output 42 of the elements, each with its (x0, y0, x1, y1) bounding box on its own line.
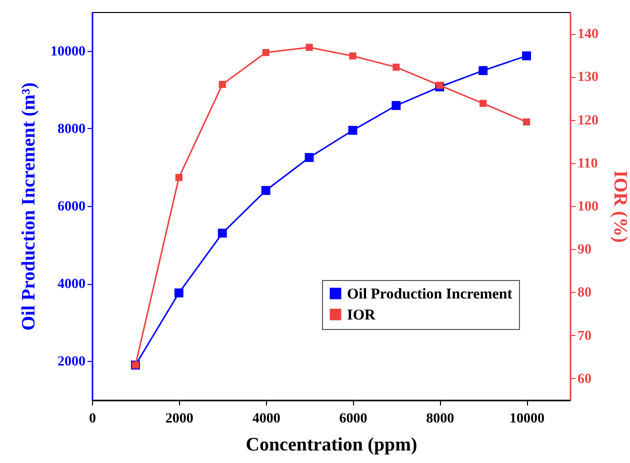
point (392, 101, 401, 110)
x-tick-label: 2000 (165, 412, 194, 426)
point (306, 44, 313, 51)
point (436, 82, 444, 89)
y2-axis-title: IOR (%) (610, 170, 630, 243)
y2-tick-label: 90 (578, 242, 592, 258)
y-tick-label: 10000 (50, 44, 86, 60)
point (304, 153, 314, 162)
y-tick-label: 8000 (58, 122, 86, 137)
point (478, 66, 488, 76)
x-tick-label: 10000 (510, 412, 545, 426)
y2-tick-label: 60 (578, 372, 592, 387)
legend-label: Oil Production Increment (347, 286, 512, 302)
y2-tick-label: 140 (578, 27, 598, 42)
y2-tick-label: 110 (578, 156, 598, 172)
x-axis-title: Concentration (ppm) (246, 434, 418, 456)
point (174, 288, 184, 298)
y-tick-label: 6000 (58, 200, 86, 214)
point (218, 228, 227, 238)
point (522, 51, 532, 60)
x-tick-label: 8000 (426, 412, 454, 426)
point (218, 80, 226, 88)
point (262, 48, 270, 56)
y-tick-label: 2000 (58, 354, 86, 370)
point (349, 52, 356, 60)
legend-label: IOR (347, 308, 376, 324)
y-tick-label: 4000 (58, 277, 86, 292)
y-axis-title: Oil Production Increment (m³) (18, 82, 40, 331)
point (392, 64, 400, 71)
x-tick-label: 4000 (252, 412, 280, 426)
point (175, 174, 182, 182)
point (480, 100, 487, 107)
y2-tick-label: 80 (578, 286, 592, 301)
x-tick-label: 0 (89, 412, 96, 426)
point (348, 126, 358, 135)
x-tick-label: 6000 (339, 412, 368, 426)
point (523, 118, 530, 126)
y2-tick-label: 70 (578, 328, 592, 344)
y2-tick-label: 100 (578, 200, 598, 214)
point (261, 186, 270, 195)
y2-tick-label: 130 (578, 70, 598, 86)
y2-tick-label: 120 (578, 113, 598, 128)
